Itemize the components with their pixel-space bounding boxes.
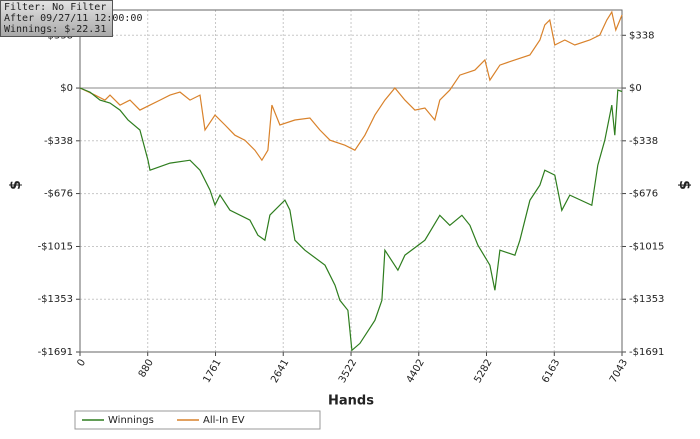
y2-tick-label: -$1353 [629,294,664,305]
y2-tick-label: $338 [629,30,654,41]
legend-label: Winnings [108,415,154,426]
plot-frame [79,9,623,353]
y2-tick-label: -$1015 [629,241,664,252]
y-tick-label: -$676 [44,189,73,200]
y-tick-label: -$1353 [38,294,73,305]
x-axis-label: Hands [328,394,374,409]
info-line: Winnings: $-22.31 [4,24,106,35]
y2-tick-label: -$1691 [629,347,664,358]
info-box-bg [0,0,113,37]
legend: Winnings All-In EV [74,410,321,430]
y-axis-label: $ [8,180,24,190]
y-tick-label: -$338 [44,136,73,147]
info-line: After 09/27/11 12:00:00 [4,13,142,24]
info-line: Filter: No Filter [4,2,106,13]
y-tick-label: -$1691 [38,347,73,358]
series-line [79,10,623,162]
y2-tick-label: -$676 [629,189,658,200]
y-tick-label: -$1015 [38,241,73,252]
y-tick-label: $0 [60,83,73,94]
y2-tick-label: -$338 [629,136,658,147]
legend-label: All-In EV [203,415,245,426]
x-tick-label: 0 [75,358,88,369]
series-line [79,87,623,352]
y2-axis-label: $ [676,180,692,190]
y2-tick-label: $0 [629,83,642,94]
